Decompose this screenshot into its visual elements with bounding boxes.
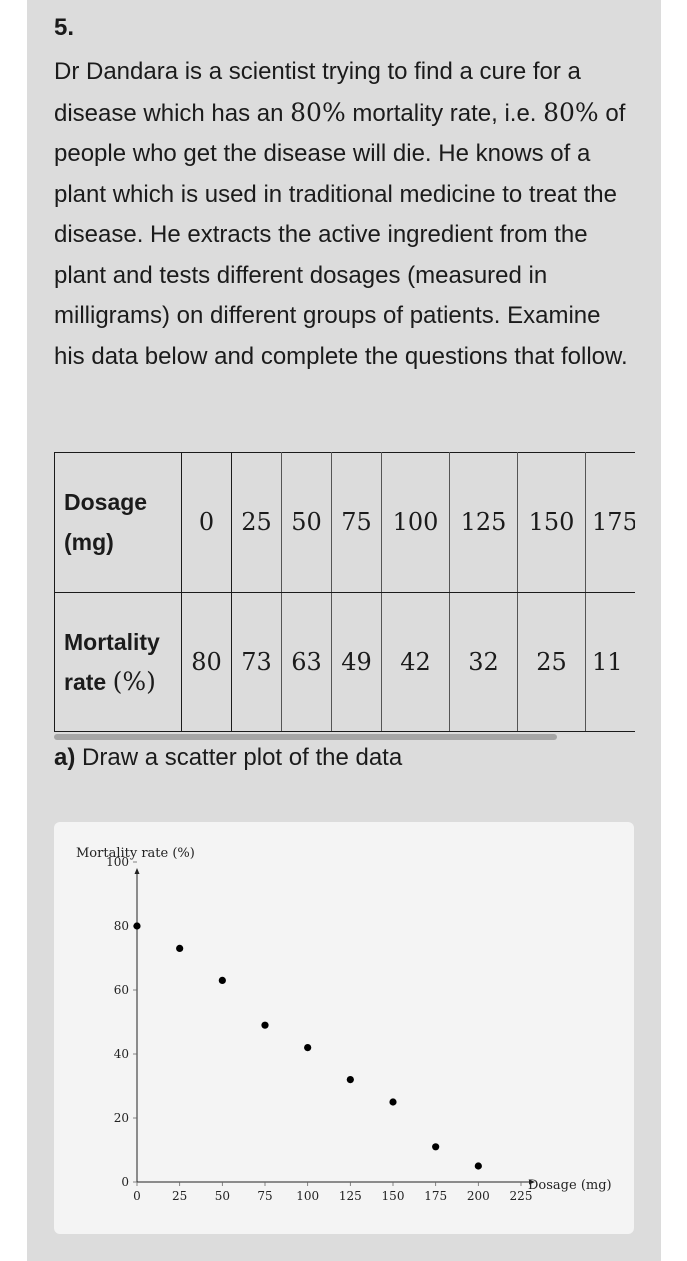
y-tick-label: 60 (114, 983, 129, 997)
data-point (261, 1021, 269, 1029)
x-tick-label: 125 (339, 1189, 362, 1203)
x-tick-label: 0 (133, 1189, 141, 1203)
x-axis-label: Dosage (mg) (528, 1178, 612, 1193)
data-point (133, 922, 141, 930)
x-tick-label: 225 (510, 1189, 533, 1203)
x-axis-arrow (529, 1179, 535, 1185)
y-tick-label: 40 (114, 1047, 129, 1061)
question-text-part: of people who get the disease will die. … (54, 99, 628, 370)
table-cell: 50 (281, 452, 332, 593)
question-text-part: Dr Dandara is a scientist trying to find… (54, 58, 581, 127)
mortality-header: Mortality rate (%) (54, 591, 182, 732)
table-cell: 125 (449, 452, 518, 593)
x-tick-label: 100 (296, 1189, 319, 1203)
table-cell: 11 (585, 591, 635, 732)
table-cell: 63 (281, 591, 332, 732)
math-percent: 80% (543, 97, 599, 127)
part-a-letter: a) (54, 744, 76, 771)
data-point (304, 1044, 312, 1052)
mortality-header-unit: (%) (112, 666, 156, 696)
data-table: Dosage (mg) 0 25 50 75 100 125 150 175 M… (54, 452, 635, 732)
y-tick-label: 0 (121, 1175, 129, 1189)
y-tick-label: 20 (114, 1111, 129, 1125)
question-number: 5. (54, 14, 75, 41)
table-cell: 175 (585, 452, 635, 593)
dosage-header: Dosage (mg) (54, 452, 182, 593)
x-tick-label: 200 (467, 1189, 490, 1203)
table-cell: 73 (231, 591, 282, 732)
data-point (176, 944, 184, 952)
part-a-text: Draw a scatter plot of the data (82, 744, 403, 771)
table-cell: 80 (181, 591, 232, 732)
scatter-plot-panel: Mortality rate (%) Dosage (mg) 0 25 50 75 10… (54, 822, 634, 1234)
table-row-dosage: Dosage (mg) 0 25 50 75 100 125 150 175 (54, 452, 635, 593)
dosage-header-label: Dosage (64, 489, 148, 516)
table-cell: 49 (331, 591, 382, 732)
table-row-mortality: Mortality rate (%) 80 73 63 49 42 32 25 … (54, 591, 635, 732)
scatter-plot: Mortality rate (%) Dosage (mg) 0 25 50 75 10… (76, 846, 612, 1203)
x-tick-label: 75 (257, 1189, 272, 1203)
question-text: Dr Dandara is a scientist trying to find… (54, 52, 634, 377)
table-cell: 25 (517, 591, 586, 732)
data-point (346, 1076, 354, 1084)
table-cell: 100 (381, 452, 450, 593)
x-tick-label: 150 (382, 1189, 405, 1203)
data-point (474, 1162, 482, 1170)
x-tick-label: 175 (424, 1189, 447, 1203)
y-axis-arrow (134, 868, 140, 874)
x-tick-label: 50 (215, 1189, 230, 1203)
y-axis-label: Mortality rate (%) (76, 846, 195, 861)
data-point (432, 1143, 440, 1151)
question-text-part: mortality rate, i.e. (345, 99, 544, 127)
data-point (389, 1098, 397, 1106)
table-cell: 32 (449, 591, 518, 732)
table-cell: 150 (517, 452, 586, 593)
table-cell: 0 (181, 452, 232, 593)
x-tick-label: 25 (172, 1189, 187, 1203)
mortality-header-label: Mortality (64, 628, 160, 655)
data-table-scroll[interactable]: Dosage (mg) 0 25 50 75 100 125 150 175 M… (54, 452, 635, 732)
y-tick-label: 100 (106, 855, 129, 869)
data-point (218, 976, 226, 984)
table-cell: 75 (331, 452, 382, 593)
mortality-header-unit-line: rate (%) (64, 662, 181, 702)
y-tick-label: 80 (114, 919, 129, 933)
table-cell: 42 (381, 591, 450, 732)
mortality-header-rate: rate (64, 668, 107, 695)
math-percent: 80% (290, 97, 346, 127)
table-scrollbar[interactable] (54, 734, 557, 740)
dosage-header-unit: (mg) (64, 529, 114, 556)
table-cell: 25 (231, 452, 282, 593)
part-a-prompt: a) Draw a scatter plot of the data (54, 744, 402, 772)
